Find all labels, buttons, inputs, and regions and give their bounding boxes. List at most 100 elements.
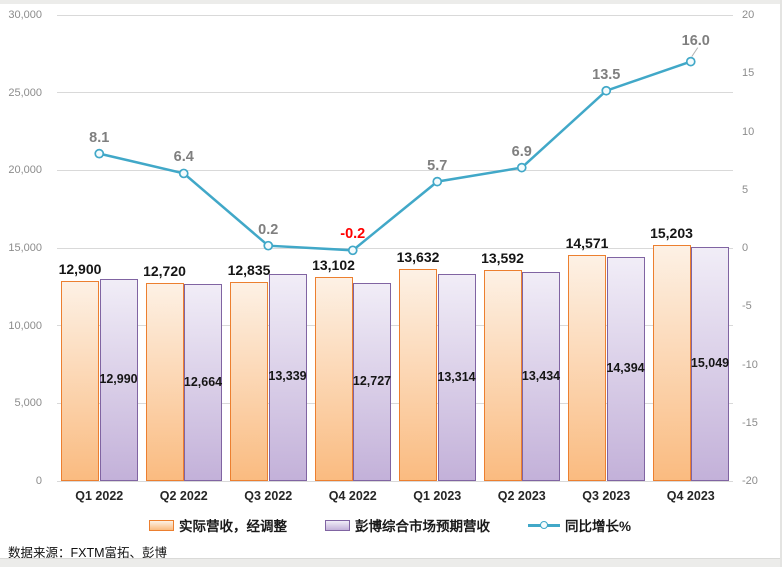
- bar-label-estimate: 13,314: [437, 369, 476, 384]
- bar-label-estimate: 12,664: [183, 374, 223, 389]
- right-axis-tick: 5: [742, 183, 749, 196]
- gridline: [57, 92, 733, 94]
- bar-label-actual: 15,203: [650, 224, 693, 241]
- category-label: Q2 2022: [159, 489, 208, 503]
- actual-revenue-swatch-icon: [148, 519, 174, 531]
- bar-estimate-revenue: [99, 279, 138, 481]
- bar-label-estimate: 14,394: [606, 361, 645, 376]
- legend: 实际营收，经调整 彭博综合市场预期营收 同比增长%: [0, 514, 780, 536]
- left-axis-tick: 15,000: [8, 242, 42, 254]
- top-border-band: [0, 0, 780, 4]
- left-axis-tick: 5,000: [14, 397, 42, 410]
- source-note: 数据来源：FXTM富拓、彭博: [8, 546, 168, 560]
- line-data-label: 16.0: [681, 32, 710, 49]
- right-axis-tick: 0: [742, 242, 749, 254]
- right-axis-tick: -10: [742, 358, 758, 371]
- bar-estimate-revenue: [606, 257, 645, 481]
- category-label: Q3 2022: [244, 489, 293, 503]
- left-axis: 30,000 25,000 20,000 15,000 10,000 5,000 0: [0, 0, 48, 567]
- bar-estimate-revenue: [522, 272, 560, 481]
- bar-label-estimate: 12,990: [99, 372, 138, 387]
- gridline: [57, 480, 733, 482]
- gridline: [57, 169, 733, 171]
- bar-label-actual: 13,632: [396, 249, 440, 266]
- bar-label-estimate: 13,434: [521, 368, 561, 383]
- bar-label-actual: 12,835: [227, 261, 271, 278]
- bar-actual-revenue: [145, 283, 184, 481]
- legend-item-estimate-revenue: 彭博综合市场预期营收: [324, 515, 490, 535]
- category-label: Q4 2023: [666, 489, 715, 503]
- bar-estimate-revenue: [268, 273, 307, 481]
- line-point-marker: [263, 240, 274, 251]
- category-label: Q1 2023: [413, 489, 462, 503]
- bar-actual-revenue: [61, 280, 99, 481]
- yoy-growth-line: [94, 47, 699, 256]
- bar-estimate-revenue: [353, 283, 391, 481]
- line-point-marker: [432, 176, 443, 187]
- left-axis-tick: 20,000: [8, 164, 42, 177]
- right-axis-tick: 10: [742, 125, 755, 138]
- estimate-revenue-swatch-icon: [324, 519, 350, 531]
- gridline: [57, 14, 733, 16]
- growth-line-path: [99, 60, 692, 252]
- legend-label-actual-revenue: 实际营收，经调整: [178, 519, 287, 534]
- bar-estimate-revenue: [691, 247, 729, 481]
- line-data-label: 5.7: [427, 157, 448, 174]
- line-data-label: 13.5: [592, 66, 621, 83]
- category-label: Q2 2023: [497, 489, 546, 503]
- left-axis-tick: 30,000: [8, 9, 42, 21]
- line-data-label: 8.1: [89, 129, 110, 146]
- bar-actual-revenue: [399, 269, 437, 481]
- bar-label-actual: 14,571: [565, 234, 609, 251]
- x-axis: Q1 2022 Q2 2022 Q3 2022 Q4 2022 Q1 2023 Q2 20…: [57, 489, 733, 507]
- bar-label-actual: 12,720: [143, 263, 186, 280]
- bar-label-actual: 12,900: [58, 260, 102, 277]
- right-axis-tick: -20: [742, 475, 758, 487]
- gridline: [57, 402, 733, 404]
- line-point-marker: [178, 168, 189, 179]
- right-axis-tick: 15: [742, 67, 755, 80]
- category-label: Q3 2023: [582, 489, 631, 503]
- line-point-marker: [94, 148, 105, 159]
- label-leader-line: [691, 47, 699, 57]
- left-axis-tick: 25,000: [8, 86, 42, 99]
- bar-label-estimate: 13,339: [268, 369, 307, 384]
- bar-actual-revenue: [568, 254, 606, 481]
- line-point-marker: [601, 85, 612, 96]
- legend-item-actual-revenue: 实际营收，经调整: [148, 515, 287, 535]
- bar-actual-revenue: [652, 244, 691, 481]
- line-data-label: -0.2: [340, 226, 366, 243]
- gridline: [57, 247, 733, 249]
- line-point-marker: [516, 162, 527, 173]
- right-axis-tick: -15: [742, 416, 758, 429]
- line-point-marker: [347, 245, 358, 256]
- gridline: [57, 325, 733, 327]
- left-axis-tick: 0: [35, 475, 42, 487]
- category-label: Q1 2022: [75, 489, 124, 503]
- line-data-label: 0.2: [258, 221, 279, 238]
- bar-label-actual: 13,102: [312, 257, 355, 274]
- right-axis: 20 15 10 5 0 -5 -10 -15 -20: [742, 0, 780, 567]
- yoy-growth-line-icon: [527, 520, 560, 530]
- bar-estimate-revenue: [184, 284, 222, 481]
- bar-label-actual: 13,592: [481, 249, 524, 266]
- line-point-marker: [685, 56, 696, 67]
- bar-label-estimate: 15,049: [690, 356, 730, 371]
- bar-actual-revenue: [483, 269, 522, 481]
- line-data-label: 6.9: [511, 143, 532, 160]
- category-label: Q4 2022: [328, 489, 377, 503]
- right-axis-tick: -5: [742, 300, 752, 313]
- legend-label-yoy-growth: 同比增长%: [564, 519, 631, 534]
- bar-estimate-revenue: [437, 274, 476, 481]
- bottom-border-band: [0, 558, 780, 567]
- legend-item-yoy-growth: 同比增长%: [527, 515, 631, 535]
- bar-actual-revenue: [230, 281, 268, 481]
- right-axis-tick: 20: [742, 9, 755, 21]
- line-data-label: 6.4: [173, 149, 194, 166]
- bar-actual-revenue: [314, 277, 353, 481]
- bar-label-estimate: 12,727: [352, 374, 392, 389]
- left-axis-tick: 10,000: [8, 319, 42, 332]
- legend-label-estimate-revenue: 彭博综合市场预期营收: [354, 519, 490, 534]
- plot-area: 12,900 12,990 12,720 12,664 12,835 13,339 13,1…: [57, 14, 733, 482]
